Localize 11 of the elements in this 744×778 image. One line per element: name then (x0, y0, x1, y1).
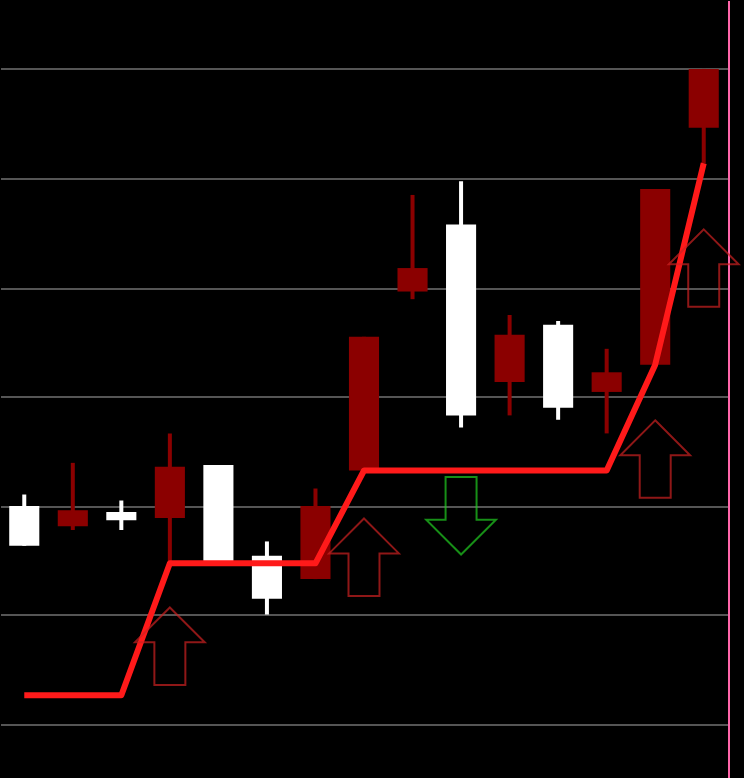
point (667, 228, 740, 308)
point (619, 419, 692, 499)
candlestick (397, 192, 428, 302)
candlestick (9, 492, 40, 548)
candlestick (106, 498, 137, 532)
point (328, 517, 400, 597)
candlestick (591, 346, 622, 436)
point (134, 606, 206, 686)
point (425, 476, 497, 556)
candlestick (494, 312, 525, 418)
candlestick (57, 460, 88, 532)
